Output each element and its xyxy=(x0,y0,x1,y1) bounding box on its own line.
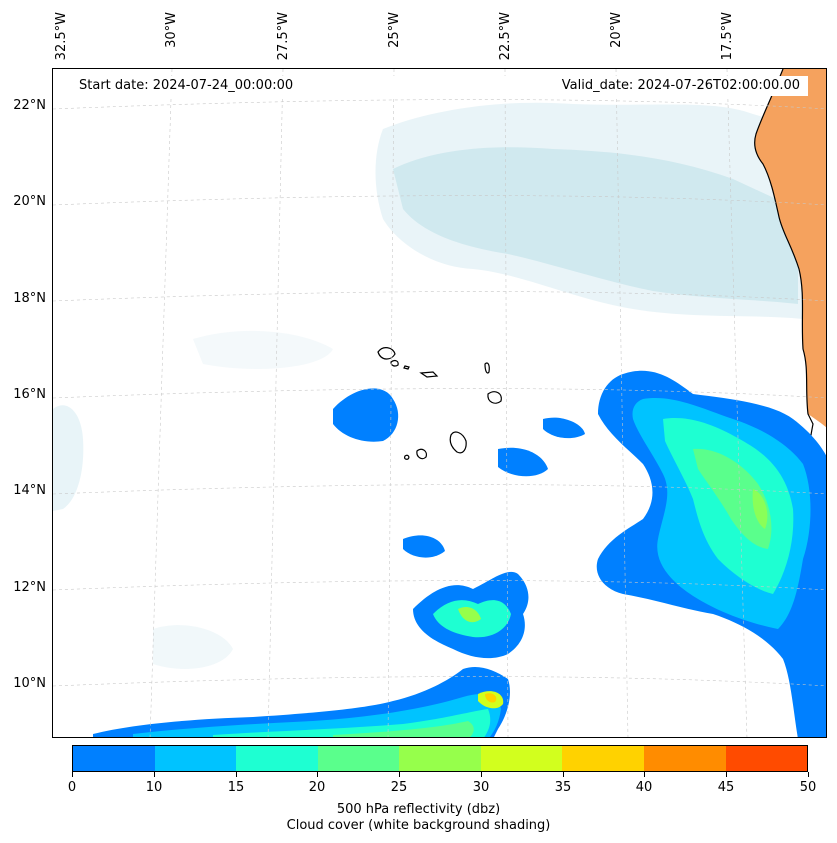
colorbar-tick-mark xyxy=(317,772,318,777)
colorbar-tick-mark xyxy=(154,772,155,777)
colorbar-tick-label: 0 xyxy=(67,780,77,795)
land-africa xyxy=(754,69,826,428)
lat-label-10n: 10°N xyxy=(13,676,46,691)
island-sao-vicente xyxy=(390,359,399,367)
island-santo-antao xyxy=(377,347,396,360)
colorbar-tick-label: 10 xyxy=(145,780,163,795)
island-sao-nicolau xyxy=(419,371,439,378)
colorbar-tick-label: 15 xyxy=(227,780,245,795)
reflectivity-south-20-25 xyxy=(333,721,474,737)
colorbar-segment-5 xyxy=(480,746,563,771)
colorbar-tick-mark xyxy=(808,772,809,777)
grid-lon-30w xyxy=(149,69,173,737)
reflectivity-north4-0-10 xyxy=(543,417,585,439)
map-panel[interactable] xyxy=(52,68,827,738)
grid-lon-17-5w xyxy=(726,69,748,737)
lat-label-16n: 16°N xyxy=(13,387,46,402)
island-boa-vista xyxy=(487,391,502,404)
reflectivity-central-25-30 xyxy=(458,607,481,623)
lat-label-20n: 20°N xyxy=(13,194,46,209)
reflectivity-north2-0-10 xyxy=(498,447,548,477)
colorbar-segment-6 xyxy=(562,746,644,771)
reflectivity-east-25-30 xyxy=(752,489,768,529)
grid-lat-12n xyxy=(53,580,826,591)
grid-lat-22n xyxy=(53,99,826,110)
graticule xyxy=(53,69,826,737)
lat-label-12n: 12°N xyxy=(13,580,46,595)
colorbar-tick-mark xyxy=(481,772,482,777)
island-brava xyxy=(404,454,410,460)
colorbar-segment-8 xyxy=(725,746,808,771)
lat-label-18n: 18°N xyxy=(13,291,46,306)
colorbar-tick-mark xyxy=(399,772,400,777)
start-date-label: Start date: 2024-07-24_00:00:00 xyxy=(79,78,294,93)
island-santiago xyxy=(449,431,467,454)
lon-label-30w: 30°W xyxy=(164,12,179,48)
grid-lat-20n xyxy=(53,195,826,206)
colorbar-tick-label: 40 xyxy=(635,780,653,795)
date-header-box xyxy=(70,76,808,96)
map-canvas xyxy=(53,69,826,737)
colorbar-tick-label: 35 xyxy=(554,780,572,795)
colorbar-tick-label: 25 xyxy=(390,780,408,795)
grid-lat-18n xyxy=(53,291,826,302)
grid-lon-25w xyxy=(387,69,395,737)
reflectivity-east-20-25 xyxy=(693,448,772,549)
lat-label-22n: 22°N xyxy=(13,98,46,113)
reflectivity-south-35-40 xyxy=(485,693,497,703)
grid-lon-22-5w xyxy=(504,69,509,737)
colorbar-segment-0 xyxy=(73,746,155,771)
grid-lon-20w xyxy=(615,69,629,737)
colorbar-tick-mark xyxy=(644,772,645,777)
lat-label-14n: 14°N xyxy=(13,483,46,498)
colorbar-segment-1 xyxy=(154,746,237,771)
colorbar-tick-label: 50 xyxy=(799,780,817,795)
colorbar-segment-3 xyxy=(317,746,400,771)
lon-label-27-5w: 27.5°W xyxy=(276,12,291,61)
island-sal xyxy=(484,362,490,374)
cloud-cover-shading xyxy=(53,102,803,669)
valid-date-label: Valid_date: 2024-07-26T02:00:00.00 xyxy=(561,78,800,93)
cloud-patch-mid xyxy=(193,330,333,369)
colorbar-segment-7 xyxy=(643,746,726,771)
colorbar-tick-label: 20 xyxy=(308,780,326,795)
colorbar-segment-2 xyxy=(236,746,318,771)
colorbar-tick-mark xyxy=(563,772,564,777)
island-santa-luzia xyxy=(403,365,410,370)
island-outlines xyxy=(377,347,502,460)
colorbar-tick-label: 30 xyxy=(472,780,490,795)
lon-label-17-5w: 17.5°W xyxy=(720,12,735,61)
lon-label-22-5w: 22.5°W xyxy=(498,12,513,61)
cloud-patch-west xyxy=(53,405,84,511)
grid-lon-27-5w xyxy=(267,69,284,737)
grid-lat-10n xyxy=(53,676,826,687)
grid-lat-14n xyxy=(53,484,826,495)
cloud-band-north-core xyxy=(393,147,798,304)
lon-label-20w: 20°W xyxy=(609,12,624,48)
reflectivity-north3-0-10 xyxy=(403,535,445,558)
reflectivity-field xyxy=(93,370,826,737)
reflectivity-north-0-10 xyxy=(333,388,399,442)
colorbar-title: 500 hPa reflectivity (dbz) xyxy=(336,802,501,817)
colorbar-tick-mark xyxy=(72,772,73,777)
reflectivity-colorbar xyxy=(72,745,808,772)
cloud-patch-south xyxy=(153,625,233,669)
colorbar-tick-mark xyxy=(236,772,237,777)
colorbar-subtitle: Cloud cover (white background shading) xyxy=(286,818,551,833)
colorbar-tick-mark xyxy=(726,772,727,777)
island-fogo xyxy=(416,448,427,460)
colorbar-segment-4 xyxy=(399,746,481,771)
lon-label-32-5w: 32.5°W xyxy=(54,12,69,61)
lon-label-25w: 25°W xyxy=(387,12,402,48)
colorbar-tick-label: 45 xyxy=(717,780,735,795)
